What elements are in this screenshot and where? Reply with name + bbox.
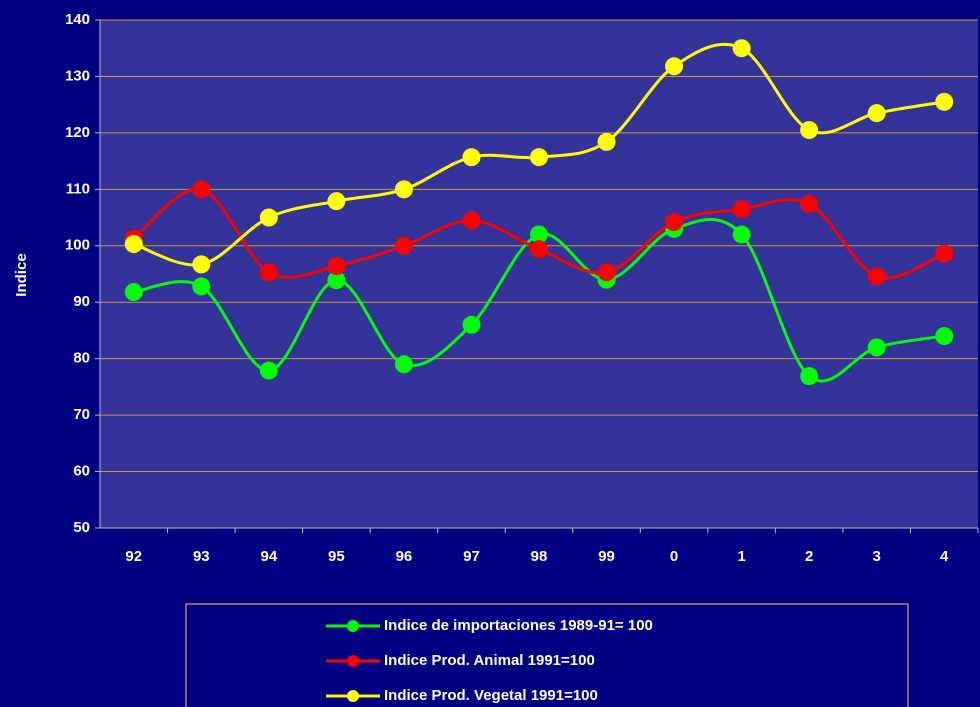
x-tick-label: 96 — [396, 548, 413, 565]
y-tick-label: 90 — [73, 293, 90, 310]
data-point — [192, 277, 211, 296]
data-point — [394, 236, 413, 255]
data-point — [935, 92, 954, 111]
data-point — [800, 121, 819, 140]
data-point — [597, 132, 616, 151]
x-tick-label: 0 — [670, 548, 678, 565]
x-tick-label: 95 — [328, 548, 345, 565]
x-tick-label: 1 — [737, 548, 745, 565]
data-point — [732, 39, 751, 58]
y-tick-label: 140 — [65, 11, 90, 28]
x-tick-label: 97 — [463, 548, 480, 565]
data-point — [597, 263, 616, 282]
data-point — [732, 225, 751, 244]
legend-label: Indice Prod. Vegetal 1991=100 — [384, 687, 598, 704]
x-tick-label: 92 — [125, 548, 142, 565]
data-point — [867, 338, 886, 357]
data-point — [327, 257, 346, 276]
y-axis-label: Indice — [13, 253, 30, 296]
data-point — [192, 255, 211, 274]
data-point — [665, 213, 684, 232]
y-tick-label: 120 — [65, 124, 90, 141]
data-point — [259, 361, 278, 380]
data-point — [192, 180, 211, 199]
data-point — [800, 195, 819, 214]
y-tick-label: 50 — [73, 519, 90, 536]
data-point — [462, 211, 481, 230]
data-point — [665, 57, 684, 76]
x-tick-label: 94 — [261, 548, 278, 565]
y-tick-label: 130 — [65, 67, 90, 84]
data-point — [462, 315, 481, 334]
data-point — [462, 148, 481, 167]
data-point — [327, 192, 346, 211]
data-point — [867, 104, 886, 123]
data-point — [935, 244, 954, 263]
data-point — [530, 225, 548, 244]
x-tick-label: 93 — [193, 548, 210, 565]
data-point — [124, 283, 143, 302]
data-point — [867, 267, 886, 286]
legend-marker — [347, 620, 359, 632]
legend-label: Indice Prod. Animal 1991=100 — [384, 652, 595, 669]
data-point — [530, 240, 548, 259]
y-tick-label: 110 — [66, 180, 90, 197]
legend-marker — [347, 655, 359, 667]
y-tick-label: 80 — [73, 350, 90, 367]
y-tick-label: 60 — [73, 463, 90, 480]
data-point — [259, 263, 278, 282]
data-point — [394, 355, 413, 374]
data-point — [259, 208, 278, 227]
data-point — [530, 148, 548, 167]
y-tick-label: 70 — [73, 406, 90, 423]
data-point — [800, 367, 819, 386]
legend — [185, 603, 909, 707]
x-tick-label: 3 — [873, 548, 881, 565]
data-point — [394, 180, 413, 199]
data-point — [124, 235, 143, 254]
legend-label: Indice de importaciones 1989-91= 100 — [384, 617, 653, 634]
x-tick-label: 99 — [598, 548, 615, 565]
data-point — [935, 327, 954, 346]
legend-marker — [347, 690, 359, 702]
plot-area — [100, 20, 978, 528]
x-tick-label: 4 — [940, 548, 949, 565]
x-tick-label: 2 — [805, 548, 813, 565]
data-point — [732, 200, 751, 219]
data-point — [327, 271, 346, 290]
y-tick-label: 100 — [65, 237, 90, 254]
x-tick-label: 98 — [531, 548, 548, 565]
